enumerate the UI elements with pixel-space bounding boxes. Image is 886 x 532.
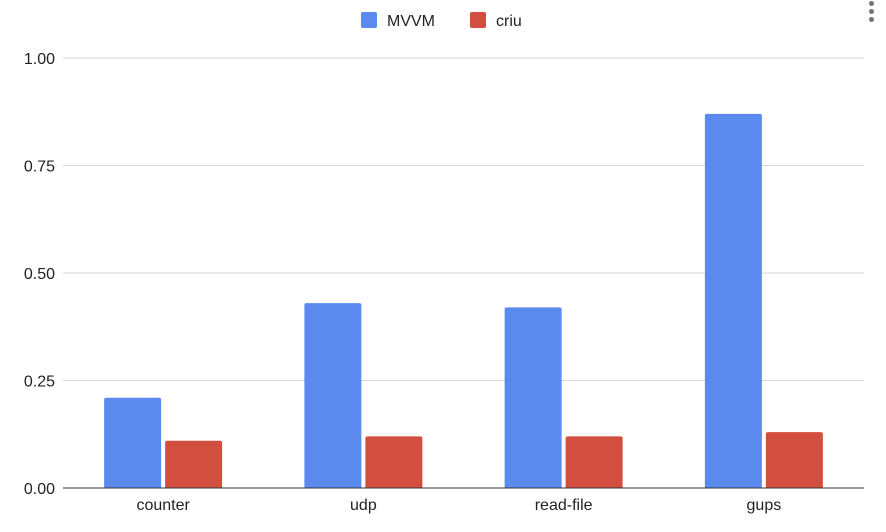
x-axis-ticks: counter udp read-file gups (136, 497, 781, 514)
legend-item-criu[interactable]: criu (470, 12, 522, 30)
x-tick-label: counter (136, 497, 190, 514)
more-options-icon[interactable] (868, 0, 876, 24)
bar-mvvm-read-file[interactable] (504, 307, 562, 488)
x-tick-label: gups (747, 497, 782, 514)
legend-label: criu (496, 13, 522, 30)
y-tick-label: 1.00 (24, 51, 55, 68)
y-tick-label: 0.25 (24, 374, 55, 391)
bar-mvvm-counter[interactable] (104, 397, 162, 488)
y-tick-label: 0.00 (24, 481, 55, 498)
legend-item-mvvm[interactable]: MVVM (361, 12, 435, 30)
y-tick-label: 0.50 (24, 266, 55, 283)
bar-criu-counter[interactable] (165, 440, 223, 488)
bar-mvvm-gups[interactable] (704, 113, 762, 489)
bar-criu-gups[interactable] (765, 432, 823, 488)
legend[interactable]: MVVM criu (361, 12, 522, 30)
bar-mvvm-udp[interactable] (304, 303, 362, 488)
legend-label: MVVM (387, 13, 435, 30)
legend-swatch (470, 12, 486, 28)
y-axis-ticks: 0.00 0.25 0.50 0.75 1.00 (24, 51, 55, 498)
bars (104, 113, 823, 489)
legend-swatch (361, 12, 377, 28)
x-tick-label: udp (350, 497, 377, 514)
y-tick-label: 0.75 (24, 159, 55, 176)
x-tick-label: read-file (535, 497, 593, 514)
bar-criu-udp[interactable] (365, 436, 423, 488)
bar-criu-read-file[interactable] (565, 436, 623, 488)
